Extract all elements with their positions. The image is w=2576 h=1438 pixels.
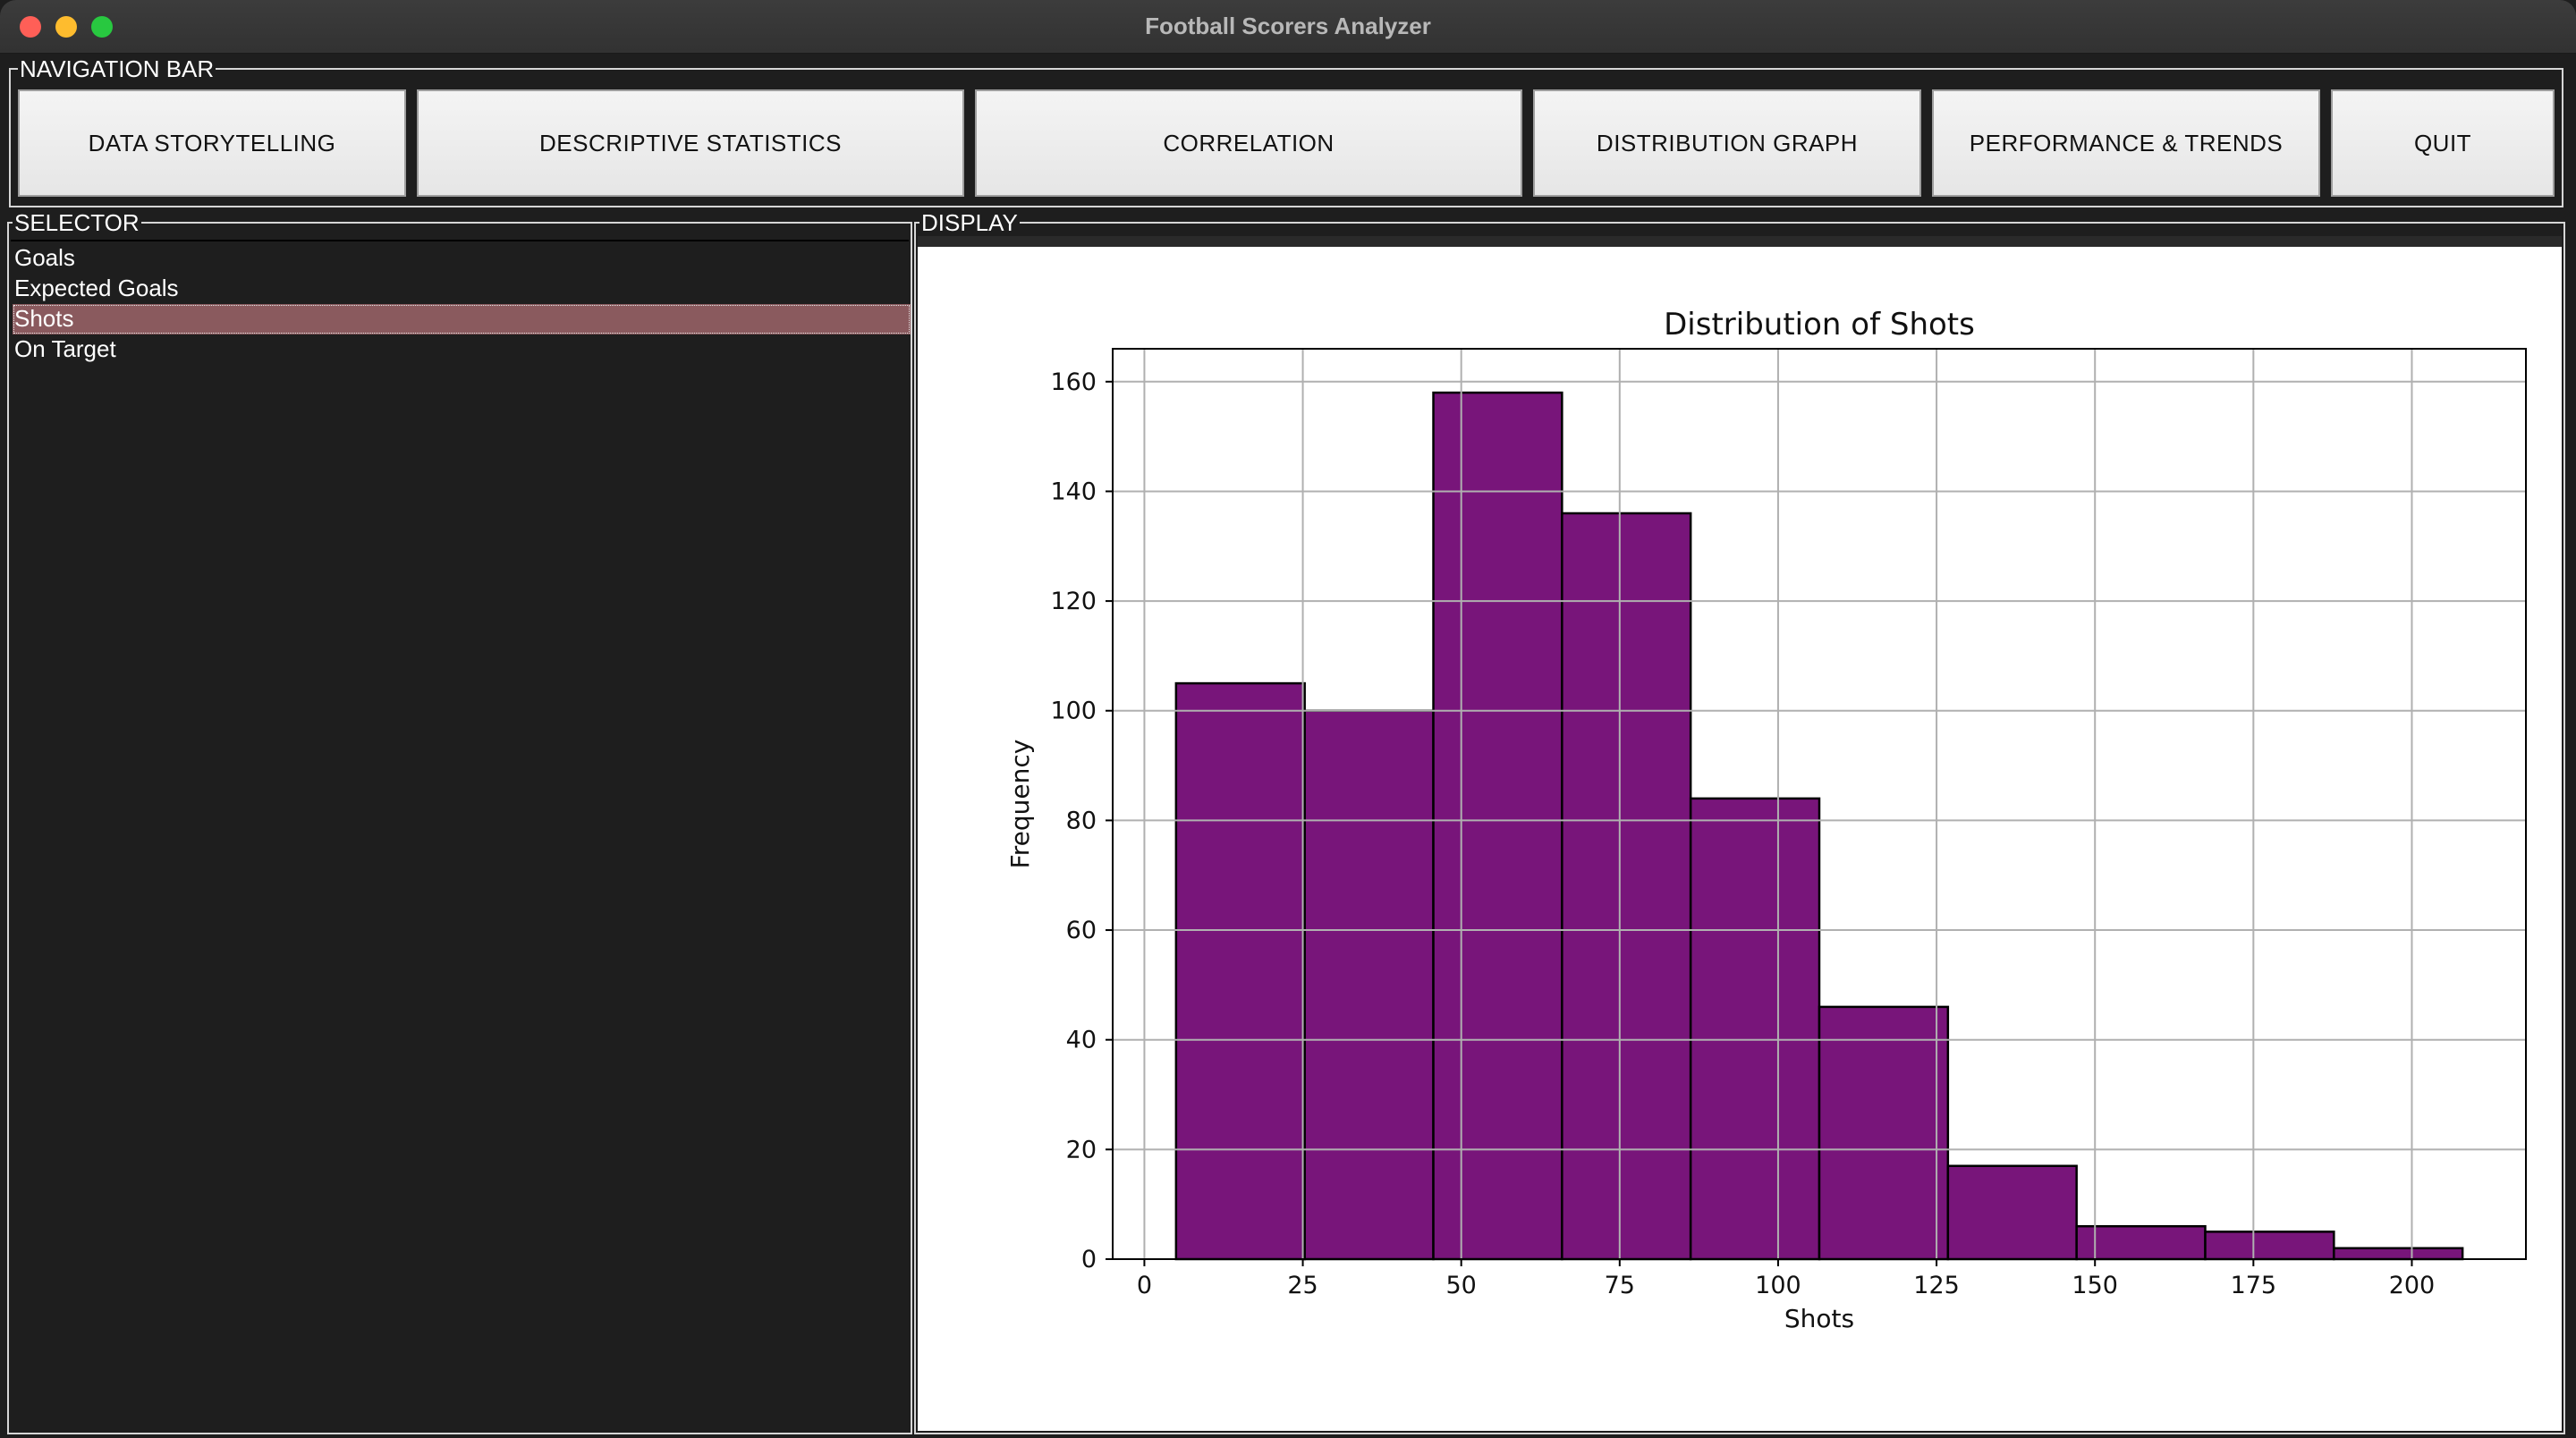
- display-legend: DISPLAY: [919, 209, 1020, 236]
- x-tick-label-2: 50: [1446, 1272, 1477, 1299]
- y-tick-label-7: 140: [1050, 478, 1097, 505]
- close-window-button[interactable]: [20, 16, 41, 38]
- x-tick-label-4: 100: [1755, 1272, 1801, 1299]
- navigation-bar: NAVIGATION BAR DATA STORYTELLING DESCRIP…: [9, 55, 2563, 207]
- x-axis-label: Shots: [1784, 1304, 1854, 1333]
- y-tick-label-5: 100: [1050, 698, 1097, 725]
- x-tick-label-5: 125: [1913, 1272, 1960, 1299]
- list-item-expected-goals[interactable]: Expected Goals: [14, 275, 179, 301]
- distribution-graph-button[interactable]: DISTRIBUTION GRAPH: [1533, 89, 1921, 197]
- y-axis-label: Frequency: [1005, 740, 1035, 869]
- chart-canvas: 0 25 50 75 100 125 150 175 200 0 20 40 60 80 100 120 140…: [918, 236, 2562, 1431]
- chart-title: Distribution of Shots: [1664, 307, 1975, 343]
- title-bar: Football Scorers Analyzer: [0, 0, 2576, 54]
- list-item-goals[interactable]: Goals: [14, 244, 75, 271]
- histogram-bar-2: [1432, 391, 1563, 1261]
- selector-legend: SELECTOR: [13, 209, 141, 236]
- histogram-bar-0: [1174, 681, 1306, 1261]
- selector-list[interactable]: Goals Expected Goals Shots On Target: [11, 240, 911, 1431]
- navigation-bar-legend: NAVIGATION BAR: [18, 55, 216, 82]
- y-tick-label-0: 0: [1081, 1246, 1097, 1273]
- histogram-bar-4: [1689, 797, 1821, 1261]
- display-panel: DISPLAY 0 25 50 75 100 125 150 175 200 0 20 40 60 80 1…: [914, 209, 2565, 1434]
- zoom-window-button[interactable]: [91, 16, 113, 38]
- x-tick-label-6: 150: [2072, 1272, 2118, 1299]
- histogram-bar-9: [2333, 1247, 2464, 1261]
- x-tick-label-0: 0: [1137, 1272, 1152, 1299]
- x-tick-label-3: 75: [1605, 1272, 1635, 1299]
- list-item-shots[interactable]: Shots: [13, 304, 911, 334]
- window-title: Football Scorers Analyzer: [1145, 13, 1431, 39]
- y-tick-label-4: 80: [1066, 807, 1097, 834]
- data-storytelling-button[interactable]: DATA STORYTELLING: [18, 89, 406, 197]
- minimize-window-button[interactable]: [55, 16, 77, 38]
- y-tick-label-2: 40: [1066, 1027, 1097, 1054]
- y-tick-label-8: 160: [1050, 368, 1097, 396]
- histogram-bar-7: [2075, 1224, 2207, 1261]
- histogram-bar-5: [1818, 1005, 1950, 1261]
- x-tick-label-7: 175: [2231, 1272, 2277, 1299]
- list-item-on-target[interactable]: On Target: [14, 335, 116, 362]
- y-tick-label-6: 120: [1050, 588, 1097, 615]
- histogram-bar-8: [2204, 1231, 2335, 1261]
- x-tick-label-1: 25: [1287, 1272, 1318, 1299]
- correlation-button[interactable]: CORRELATION: [975, 89, 1522, 197]
- histogram-chart: 0 25 50 75 100 125 150 175 200 0 20 40 60 80 100 120 140…: [1005, 307, 2527, 1333]
- histogram-bar-3: [1561, 512, 1692, 1261]
- x-tick-label-8: 200: [2389, 1272, 2436, 1299]
- histogram-bar-1: [1303, 709, 1435, 1261]
- selector-panel: SELECTOR Goals Expected Goals Shots On T…: [7, 209, 912, 1434]
- quit-button[interactable]: QUIT: [2331, 89, 2555, 197]
- histogram-bar-6: [1946, 1164, 2078, 1261]
- descriptive-statistics-button[interactable]: DESCRIPTIVE STATISTICS: [417, 89, 964, 197]
- y-tick-label-1: 20: [1066, 1136, 1097, 1163]
- performance-trends-button[interactable]: PERFORMANCE & TRENDS: [1932, 89, 2320, 197]
- y-tick-label-3: 60: [1066, 917, 1097, 944]
- plot-frame: [1112, 348, 2527, 1260]
